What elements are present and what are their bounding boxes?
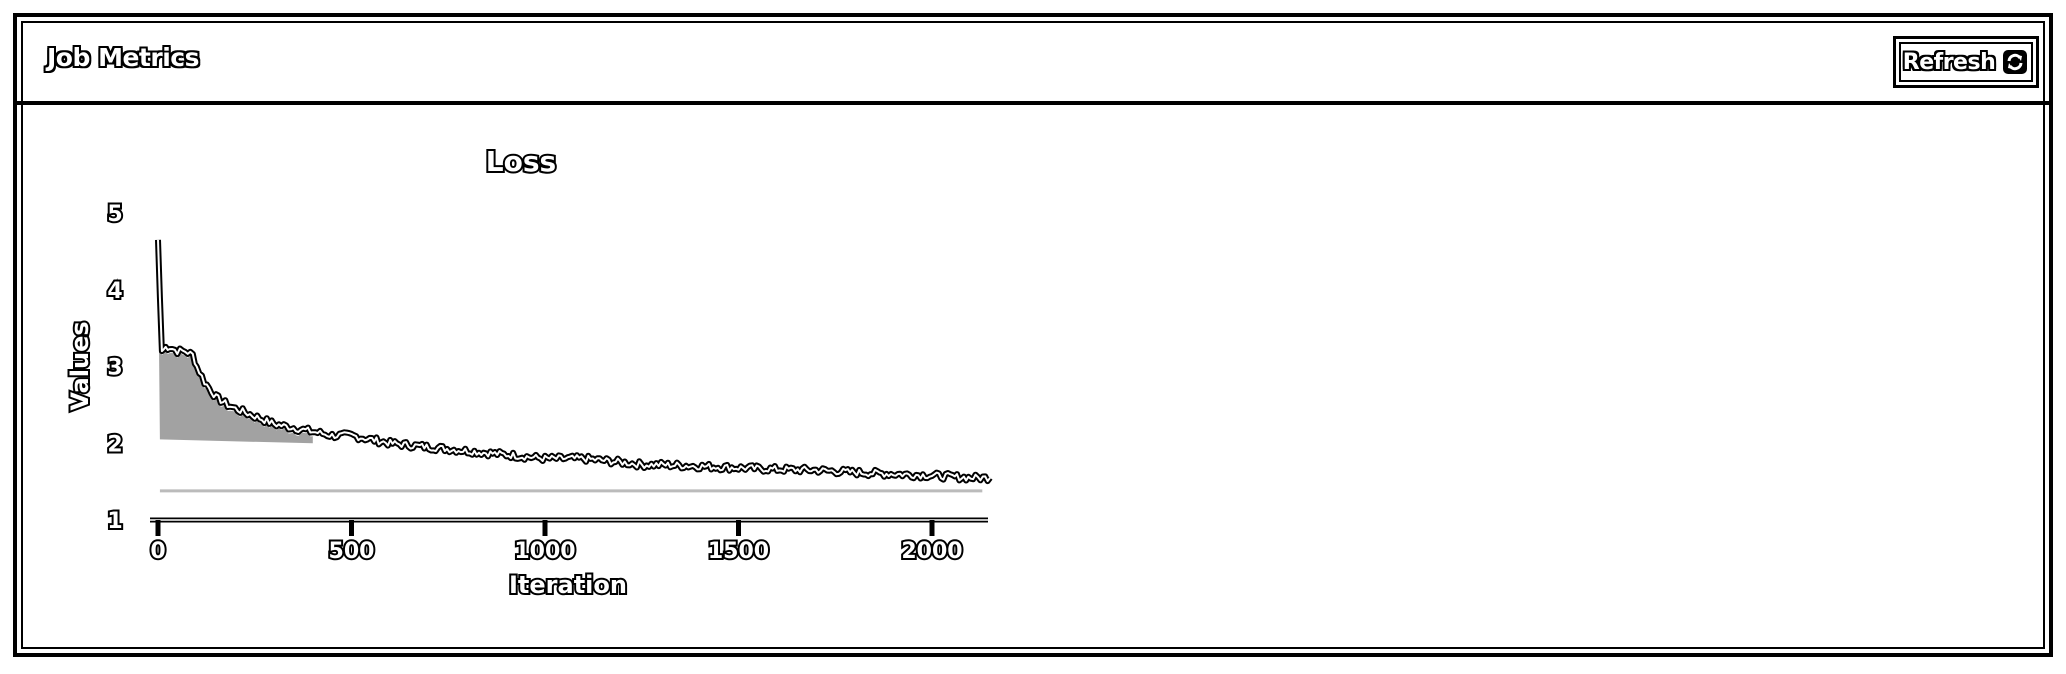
page-title: Job Metrics	[47, 43, 199, 72]
refresh-button-label: Refresh	[1902, 49, 1996, 75]
x-tick-label: 500	[329, 539, 375, 564]
x-tick-label: 1500	[708, 539, 769, 564]
y-tick-label: 1	[107, 509, 122, 534]
series-line	[157, 239, 991, 483]
refresh-button[interactable]: Refresh	[1893, 36, 2039, 88]
x-axis: 0 500 1000 1500 2000	[148, 517, 988, 566]
x-tick-label: 0	[150, 539, 165, 564]
refresh-icon	[2003, 50, 2028, 74]
x-axis-label: Iteration	[509, 571, 627, 599]
metrics-panel	[13, 13, 2053, 657]
y-axis-label: Values	[66, 321, 94, 410]
x-tick-label: 2000	[901, 539, 962, 564]
plot-area	[155, 239, 993, 493]
y-tick-label: 5	[107, 202, 122, 227]
panel-header: Job Metrics Refresh	[17, 17, 2049, 105]
chart-title: Loss	[486, 145, 556, 178]
x-tick-label: 1000	[514, 539, 575, 564]
y-tick-label: 3	[107, 356, 122, 381]
y-tick-label: 4	[107, 279, 122, 304]
series-line-outline	[155, 239, 993, 485]
y-axis: 1 2 3 4 5	[105, 200, 124, 536]
series-band	[158, 243, 313, 444]
y-tick-label: 2	[107, 432, 122, 457]
